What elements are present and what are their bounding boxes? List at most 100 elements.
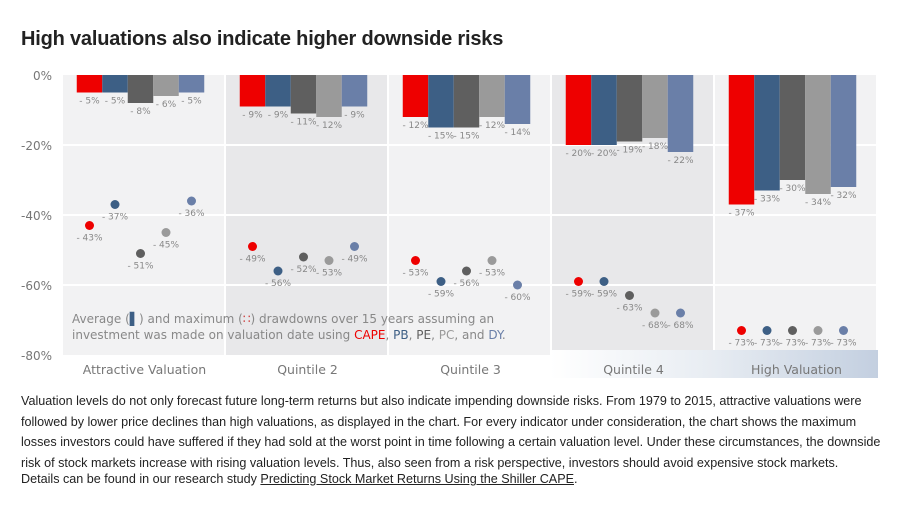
bar-cape (728, 75, 755, 205)
bar-cape (239, 75, 266, 107)
bar-pe (127, 75, 154, 103)
bar-value-label: - 12% (316, 121, 343, 131)
bar-pc (153, 75, 179, 96)
category-label: Quintile 3 (440, 362, 501, 377)
point-value-label: - 43% (76, 234, 103, 244)
point-value-label: - 45% (153, 241, 180, 251)
bar-value-label: - 32% (830, 191, 857, 201)
bar-value-label: - 30% (779, 184, 806, 194)
bar-value-label: - 15% (453, 132, 480, 142)
point-dy (676, 308, 685, 318)
point-value-label: - 59% (565, 290, 592, 300)
bar-value-label: - 37% (728, 209, 755, 219)
point-pb (110, 200, 120, 209)
point-pc (324, 256, 334, 265)
point-value-label: - 56% (265, 279, 292, 289)
bar-pc (642, 75, 668, 138)
point-value-label: - 59% (428, 290, 455, 300)
point-value-label: - 68% (667, 321, 694, 331)
bar-pc (316, 75, 342, 117)
bar-pb (265, 75, 291, 107)
point-pb (273, 266, 283, 276)
point-value-label: - 60% (504, 293, 531, 303)
point-pe (788, 326, 797, 335)
point-cape (574, 277, 583, 286)
bar-value-label: - 8% (130, 107, 151, 117)
point-value-label: - 37% (102, 213, 129, 223)
point-pc (650, 308, 660, 318)
bar-pe (616, 75, 643, 142)
y-tick-label: -20% (21, 139, 52, 153)
point-value-label: - 73% (754, 339, 781, 349)
bar-cape (565, 75, 592, 145)
point-pb (762, 326, 772, 335)
point-value-label: - 68% (642, 321, 669, 331)
point-dy (350, 242, 359, 251)
point-value-label: - 73% (805, 339, 832, 349)
point-pb (436, 277, 446, 286)
page-title: High valuations also indicate higher dow… (21, 28, 504, 50)
point-pc (813, 326, 823, 335)
point-dy (839, 326, 848, 335)
point-value-label: - 73% (728, 339, 755, 349)
bar-value-label: - 14% (504, 128, 531, 138)
bar-dy (178, 75, 205, 93)
bar-value-label: - 22% (667, 156, 694, 166)
bar-value-label: - 6% (156, 100, 177, 110)
bar-value-label: - 15% (428, 132, 455, 142)
legend-note-line1: Average (▌) and maximum (∷) drawdowns ov… (72, 311, 494, 326)
bar-value-label: - 12% (479, 121, 506, 131)
bar-value-label: - 5% (79, 97, 100, 107)
bar-dy (341, 75, 368, 107)
bar-pe (453, 75, 480, 128)
point-value-label: - 49% (341, 255, 368, 265)
bar-value-label: - 20% (565, 149, 592, 159)
bar-pe (779, 75, 806, 180)
point-value-label: - 73% (779, 339, 806, 349)
bar-pb (428, 75, 454, 128)
point-cape (85, 221, 94, 230)
bar-value-label: - 18% (642, 142, 669, 152)
category-label: Attractive Valuation (83, 362, 206, 377)
point-value-label: - 53% (316, 269, 343, 279)
y-tick-label: -80% (21, 349, 52, 363)
category-label: High Valuation (751, 362, 842, 377)
category-label-band (550, 350, 878, 378)
point-pe (299, 252, 308, 262)
bar-value-label: - 9% (344, 111, 365, 121)
point-value-label: - 53% (402, 269, 429, 279)
bar-cape (402, 75, 429, 117)
description-paragraph: Valuation levels do not only forecast fu… (21, 394, 881, 470)
point-value-label: - 52% (290, 265, 317, 275)
bar-value-label: - 19% (616, 146, 643, 156)
point-dy (513, 280, 522, 290)
point-pe (625, 291, 634, 300)
category-label: Quintile 4 (603, 362, 664, 377)
point-value-label: - 53% (479, 269, 506, 279)
research-study-link[interactable]: Predicting Stock Market Returns Using th… (260, 472, 574, 486)
point-cape (411, 256, 420, 265)
bar-value-label: - 5% (181, 97, 202, 107)
point-value-label: - 59% (591, 290, 618, 300)
bar-value-label: - 12% (402, 121, 429, 131)
point-value-label: - 36% (178, 209, 205, 219)
bar-dy (504, 75, 531, 124)
y-tick-label: -40% (21, 209, 52, 223)
point-value-label: - 63% (616, 304, 643, 314)
bar-pb (754, 75, 780, 191)
y-tick-label: -60% (21, 279, 52, 293)
details-suffix: . (574, 472, 578, 486)
point-pc (487, 256, 497, 265)
point-pc (161, 228, 171, 237)
bar-value-label: - 34% (805, 198, 832, 208)
category-label: Quintile 2 (277, 362, 338, 377)
bar-value-label: - 11% (290, 118, 317, 128)
point-value-label: - 73% (830, 339, 857, 349)
point-pe (462, 266, 471, 276)
bar-value-label: - 33% (754, 195, 781, 205)
bar-pb (591, 75, 617, 145)
legend-note-line2: investment was made on valuation date us… (72, 328, 506, 342)
details-prefix: Details can be found in our research stu… (21, 472, 261, 486)
bar-dy (667, 75, 694, 152)
bar-pe (290, 75, 317, 114)
